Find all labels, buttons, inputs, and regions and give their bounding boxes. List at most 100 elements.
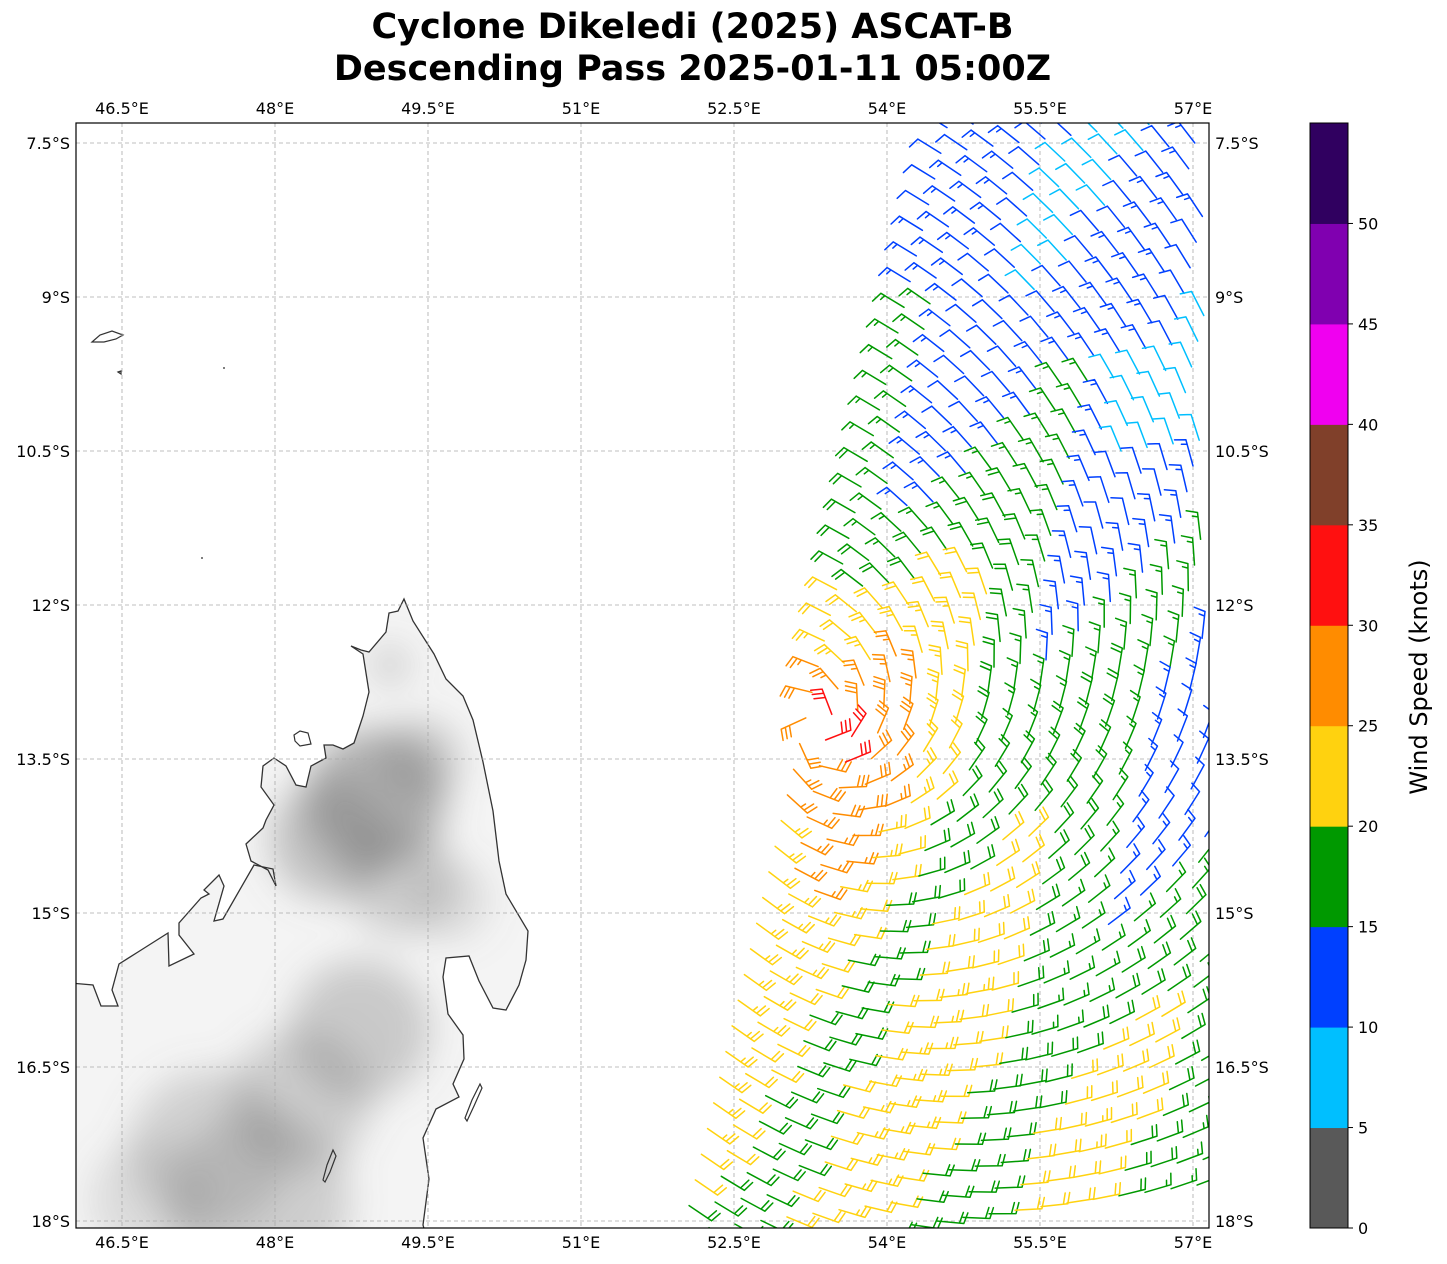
wind-barb — [963, 227, 996, 246]
wind-barb — [1173, 316, 1199, 342]
wind-barb — [1084, 256, 1113, 280]
wind-barb — [1092, 596, 1105, 628]
wind-barb — [997, 943, 1025, 966]
wind-barb — [847, 395, 881, 411]
colorbar-tick-label: 0 — [1358, 1219, 1368, 1238]
wind-barb — [1040, 1191, 1071, 1208]
wind-barb — [1022, 833, 1045, 863]
lat-tick-label-left: 7.5°S — [26, 134, 70, 153]
wind-barb — [1043, 960, 1070, 984]
wind-barb — [1172, 835, 1192, 867]
wind-barb — [1007, 487, 1032, 514]
wind-barb — [1170, 1167, 1198, 1190]
wind-barb — [976, 816, 1000, 844]
wind-barb — [844, 635, 871, 661]
lon-tick-label-bottom: 52.5°E — [707, 1233, 761, 1252]
wind-barb — [1055, 382, 1083, 408]
wind-barb — [816, 1085, 851, 1099]
wind-barb — [872, 843, 903, 859]
wind-barb — [1114, 129, 1144, 151]
wind-barb — [1098, 719, 1112, 753]
wind-barb — [731, 1025, 764, 1043]
wind-barb — [1028, 387, 1057, 412]
wind-barb — [1204, 829, 1209, 838]
wind-barb — [939, 329, 971, 349]
colorbar-tick-label: 10 — [1358, 1018, 1378, 1037]
wind-barb — [1034, 483, 1058, 511]
terrain-relief — [370, 645, 410, 685]
wind-barb — [1019, 315, 1049, 338]
wind-barb — [827, 933, 862, 947]
wind-barb — [1161, 990, 1186, 1017]
wind-barb — [837, 543, 870, 562]
colorbar-segment — [1310, 625, 1348, 727]
wind-barb — [861, 1000, 895, 1014]
wind-barb — [888, 435, 920, 455]
wind-barb — [970, 844, 996, 870]
wind-barb — [858, 562, 890, 584]
wind-barb — [1176, 708, 1189, 742]
wind-barb — [996, 416, 1024, 441]
wind-barb — [991, 970, 1020, 991]
wind-barb — [1150, 711, 1163, 746]
lon-tick-label-top: 57°E — [1174, 99, 1212, 118]
wind-barb — [1088, 353, 1115, 379]
wind-barb — [942, 425, 972, 448]
wind-barb — [1115, 472, 1136, 500]
wind-barb — [831, 568, 864, 587]
wind-barb — [933, 354, 965, 375]
wind-barb — [720, 1175, 754, 1192]
wind-barb — [988, 1201, 1020, 1215]
wind-barb — [844, 1179, 878, 1193]
wind-barb — [1101, 923, 1126, 951]
wind-barb — [780, 819, 813, 839]
wind-barb — [784, 1117, 819, 1130]
wind-barb — [1038, 1090, 1068, 1109]
wind-barb — [774, 845, 807, 864]
wind-barb — [1085, 646, 1097, 680]
wind-barb — [1029, 910, 1056, 936]
wind-barb — [899, 940, 931, 954]
wind-barb — [1094, 847, 1116, 878]
wind-barb — [1167, 610, 1180, 643]
wind-barb — [1168, 341, 1193, 368]
wind-barb — [1020, 1170, 1051, 1186]
wind-barb — [819, 619, 851, 639]
wind-barb — [921, 405, 953, 426]
wind-barb — [1000, 1148, 1032, 1164]
title-line-2: Descending Pass 2025-01-11 05:00Z — [333, 49, 1052, 89]
wind-barb — [1117, 123, 1124, 129]
wind-barb — [1077, 404, 1103, 430]
wind-barb — [1202, 1156, 1209, 1161]
wind-barb — [890, 1195, 924, 1209]
wind-barb — [1181, 682, 1193, 717]
colorbar-tick-label: 5 — [1358, 1119, 1368, 1138]
wind-barb — [1013, 340, 1043, 364]
terrain-relief — [90, 1140, 210, 1228]
wind-barb — [844, 739, 872, 763]
wind-barb — [983, 894, 1011, 918]
wind-barb — [769, 970, 803, 986]
wind-barb — [862, 1100, 896, 1114]
wind-barb — [1058, 1111, 1088, 1131]
wind-barb — [916, 747, 938, 778]
lat-tick-label-right: 7.5°S — [1215, 134, 1259, 153]
wind-barb — [800, 841, 834, 856]
wind-barb — [1155, 1017, 1181, 1043]
lat-tick-label-left: 18°S — [31, 1212, 70, 1231]
wind-barb — [1141, 968, 1166, 995]
wind-barb — [813, 643, 845, 664]
wind-barb — [950, 821, 976, 848]
wind-barb — [992, 319, 1023, 342]
wind-barb — [916, 210, 950, 228]
wind-barb — [900, 648, 917, 679]
wind-barb — [1168, 464, 1188, 493]
wind-barb — [1044, 1063, 1073, 1083]
wind-barb — [1061, 137, 1092, 159]
wind-barb — [853, 587, 884, 609]
wind-barb — [872, 675, 886, 708]
colorbar-tick-label: 50 — [1358, 214, 1378, 233]
wind-barb — [902, 164, 936, 180]
wind-barb — [1133, 664, 1145, 698]
wind-barb — [892, 313, 925, 331]
